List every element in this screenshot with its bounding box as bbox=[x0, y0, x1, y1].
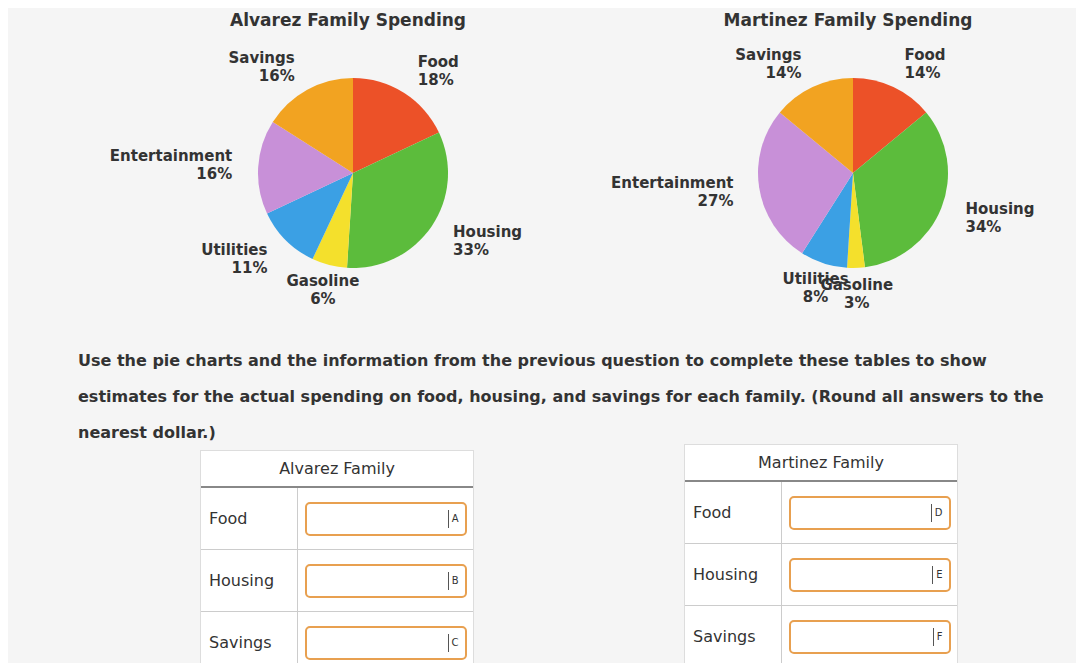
svg-text:Entertainment16%: Entertainment16% bbox=[110, 147, 232, 183]
svg-text:Housing33%: Housing33% bbox=[453, 223, 522, 259]
svg-text:Gasoline6%: Gasoline6% bbox=[287, 272, 360, 308]
svg-text:Food14%: Food14% bbox=[905, 46, 946, 82]
svg-text:Savings14%: Savings14% bbox=[735, 46, 801, 82]
svg-text:Utilities11%: Utilities11% bbox=[201, 241, 267, 277]
svg-text:Utilities8%: Utilities8% bbox=[783, 270, 849, 306]
svg-text:Food18%: Food18% bbox=[418, 53, 459, 89]
svg-text:Entertainment27%: Entertainment27% bbox=[611, 174, 733, 210]
svg-text:Housing34%: Housing34% bbox=[966, 200, 1035, 236]
svg-text:Savings16%: Savings16% bbox=[229, 49, 295, 85]
